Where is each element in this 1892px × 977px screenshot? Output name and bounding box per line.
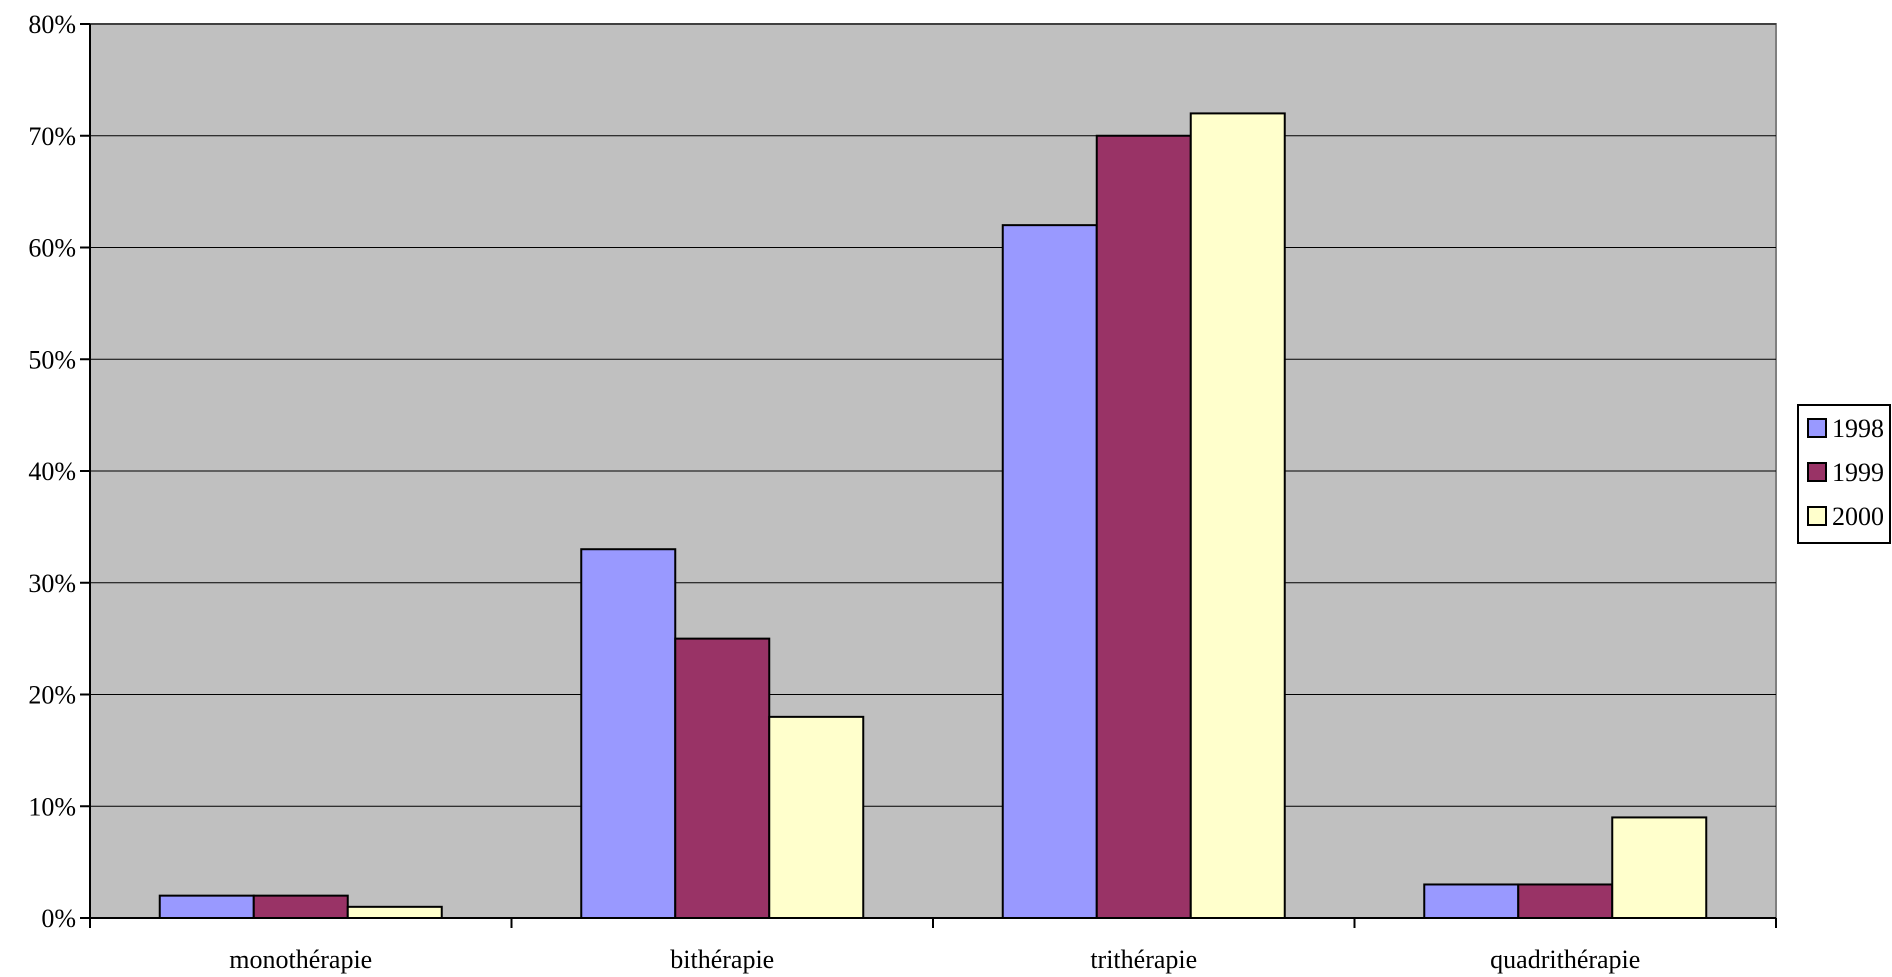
x-category-label: quadrithérapie	[1490, 945, 1640, 974]
grid-lines	[90, 23, 1776, 807]
legend: 1998 1999 2000	[1797, 404, 1891, 544]
y-tick-label: 20%	[28, 681, 76, 710]
bar-2000-0	[346, 905, 443, 920]
bar-1998-0	[158, 894, 255, 920]
bar-2000-1	[768, 715, 865, 919]
y-tick-label: 50%	[28, 345, 76, 374]
bar-2000-2	[1189, 112, 1286, 919]
legend-label-1998: 1998	[1832, 414, 1884, 443]
bar-1998-1	[580, 548, 677, 919]
legend-swatch-1998	[1807, 418, 1827, 438]
y-tick-label: 0%	[41, 904, 76, 933]
y-axis-ticks: 0% 10% 20% 30% 40% 50% 60% 70% 80%	[28, 10, 90, 933]
bar-1999-2	[1095, 134, 1192, 919]
legend-label-1999: 1999	[1832, 458, 1884, 487]
bars	[158, 112, 1708, 920]
bar-1998-2	[1001, 224, 1098, 919]
bar-2000-3	[1611, 816, 1708, 919]
bar-1999-1	[674, 637, 771, 919]
legend-swatch-2000	[1807, 506, 1827, 526]
bar-1999-3	[1517, 883, 1614, 919]
bar-1999-0	[252, 894, 349, 920]
x-axis-ticks: monothérapie bithérapie trithérapie quadrit…	[89, 918, 1777, 974]
y-tick-label: 70%	[28, 122, 76, 151]
legend-swatch-1999	[1807, 462, 1827, 482]
legend-label-2000: 2000	[1832, 502, 1884, 531]
y-tick-label: 60%	[28, 234, 76, 263]
x-category-label: trithérapie	[1090, 945, 1197, 974]
x-category-label: monothérapie	[229, 945, 372, 974]
bar-1998-3	[1423, 883, 1520, 919]
y-tick-label: 80%	[28, 10, 76, 39]
y-tick-label: 10%	[28, 792, 76, 821]
x-category-label: bithérapie	[670, 945, 774, 974]
y-tick-label: 30%	[28, 569, 76, 598]
y-tick-label: 40%	[28, 457, 76, 486]
